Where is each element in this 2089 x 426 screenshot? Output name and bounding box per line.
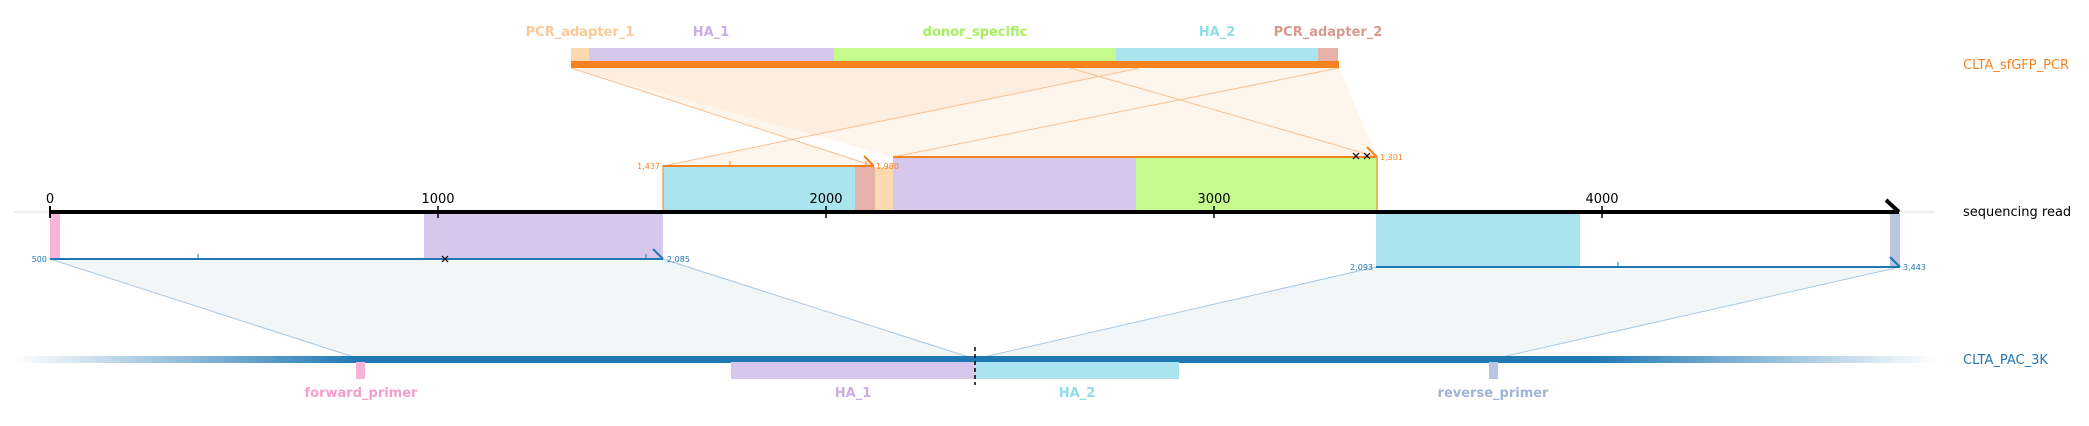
pcr-feature-ha-2[interactable] xyxy=(1116,48,1318,62)
ref-right-start-number: 2,093 xyxy=(1350,263,1373,272)
read-feature-pcr-adapter-1[interactable] xyxy=(875,167,893,212)
read-axis-tick-label: 1000 xyxy=(421,192,454,207)
ref-feature-reverse-primer[interactable] xyxy=(1489,362,1498,379)
ref-label-ha-2: HA_2 xyxy=(1059,386,1096,401)
read-axis-tick-label: 4000 xyxy=(1585,192,1618,207)
pcr-product-group: PCR_adapter_1 HA_1 donor_specific HA_2 P… xyxy=(526,25,2069,73)
ref-map-line-2 xyxy=(662,258,976,360)
read-axis-tick-label: 0 xyxy=(46,192,54,207)
read-end-arrow-icon xyxy=(1884,198,1901,214)
mismatch-marker xyxy=(441,255,449,263)
pcr-feature-pcr-adapter-2[interactable] xyxy=(1318,48,1338,62)
ref-left-start-number: 500 xyxy=(32,255,47,264)
pcr-map-line-1 xyxy=(570,67,875,167)
pcr-left-end-flag xyxy=(863,155,875,167)
pcr-map-line-3 xyxy=(892,67,1340,158)
pcr-label-pcr-adapter-1: PCR_adapter_1 xyxy=(526,25,635,40)
read-feature-ref-ha-2[interactable] xyxy=(1376,212,1580,267)
ref-map-line-1 xyxy=(49,258,361,360)
read-feature-ha-2[interactable] xyxy=(663,167,855,212)
ref-feature-ha-2[interactable] xyxy=(975,362,1179,379)
sequencing-read-axis: 0 1000 2000 3000 4000 sequencing read xyxy=(14,192,2071,220)
ref-map-line-3 xyxy=(974,266,1377,360)
reference-bar[interactable] xyxy=(14,356,1936,363)
ref-left-alignment-region xyxy=(50,259,975,359)
ref-label-ha-1: HA_1 xyxy=(835,386,872,401)
ref-right-alignment-region xyxy=(975,267,1900,359)
ref-label-reverse-primer: reverse_primer xyxy=(1438,386,1550,401)
pcr-left-alignment-region xyxy=(571,68,1140,166)
read-feature-ref-ha-1[interactable] xyxy=(424,212,663,259)
pcr-alignment-mapping xyxy=(570,67,1378,167)
pcr-label-ha-1: HA_1 xyxy=(693,25,730,40)
mismatch-marker xyxy=(1363,152,1371,160)
pcr-label-pcr-adapter-2: PCR_adapter_2 xyxy=(1274,25,1383,40)
ref-label-forward-primer: forward_primer xyxy=(305,386,419,401)
pcr-track-label: CLTA_sfGFP_PCR xyxy=(1963,58,2069,73)
pcr-feature-donor-specific[interactable] xyxy=(834,48,1116,62)
mismatch-marker xyxy=(1352,152,1360,160)
read-feature-ha-1[interactable] xyxy=(893,157,1136,212)
pcr-left-start-number: 1,437 xyxy=(637,162,660,171)
read-feature-reverse-primer[interactable] xyxy=(1890,212,1900,267)
ref-map-line-4 xyxy=(1492,266,1901,360)
ref-feature-forward-primer[interactable] xyxy=(356,362,365,379)
ref-right-end-number: 3,443 xyxy=(1903,263,1926,272)
pcr-label-donor-specific: donor_specific xyxy=(923,25,1028,40)
ref-left-end-flag xyxy=(652,248,664,260)
reference-amplicon-group: forward_primer HA_1 HA_2 reverse_primer … xyxy=(14,347,2048,401)
pcr-label-ha-2: HA_2 xyxy=(1199,25,1236,40)
read-feature-forward-primer[interactable] xyxy=(50,212,60,259)
ref-feature-ha-1[interactable] xyxy=(731,362,975,379)
ref-track-label: CLTA_PAC_3K xyxy=(1963,353,2048,368)
read-axis-tick-label: 2000 xyxy=(809,192,842,207)
read-ref-features xyxy=(50,212,1900,267)
read-pcr-features: 1,437 1,980 1,301 xyxy=(637,146,1403,212)
pcr-map-line-2 xyxy=(662,67,1141,167)
pcr-right-end-number: 1,301 xyxy=(1380,153,1403,162)
read-feature-donor-specific[interactable] xyxy=(1136,157,1378,212)
read-feature-pcr-adapter-2[interactable] xyxy=(855,167,875,212)
pcr-product-bar[interactable] xyxy=(571,61,1339,68)
pcr-right-end-flag xyxy=(1366,146,1378,158)
pcr-feature-ha-1[interactable] xyxy=(589,48,834,62)
pcr-right-alignment-region xyxy=(571,68,1377,157)
read-track-label: sequencing read xyxy=(1963,205,2071,220)
pcr-map-line-4 xyxy=(1069,67,1378,158)
ref-left-end-number: 2,085 xyxy=(667,255,690,264)
pcr-feature-pcr-adapter-1[interactable] xyxy=(571,48,589,62)
ref-right-end-flag xyxy=(1889,256,1901,268)
ref-alignment-mapping: 500 2,085 2,093 3,443 xyxy=(32,248,1926,360)
read-axis-tick-label: 3000 xyxy=(1197,192,1230,207)
pcr-left-end-number: 1,980 xyxy=(876,162,899,171)
